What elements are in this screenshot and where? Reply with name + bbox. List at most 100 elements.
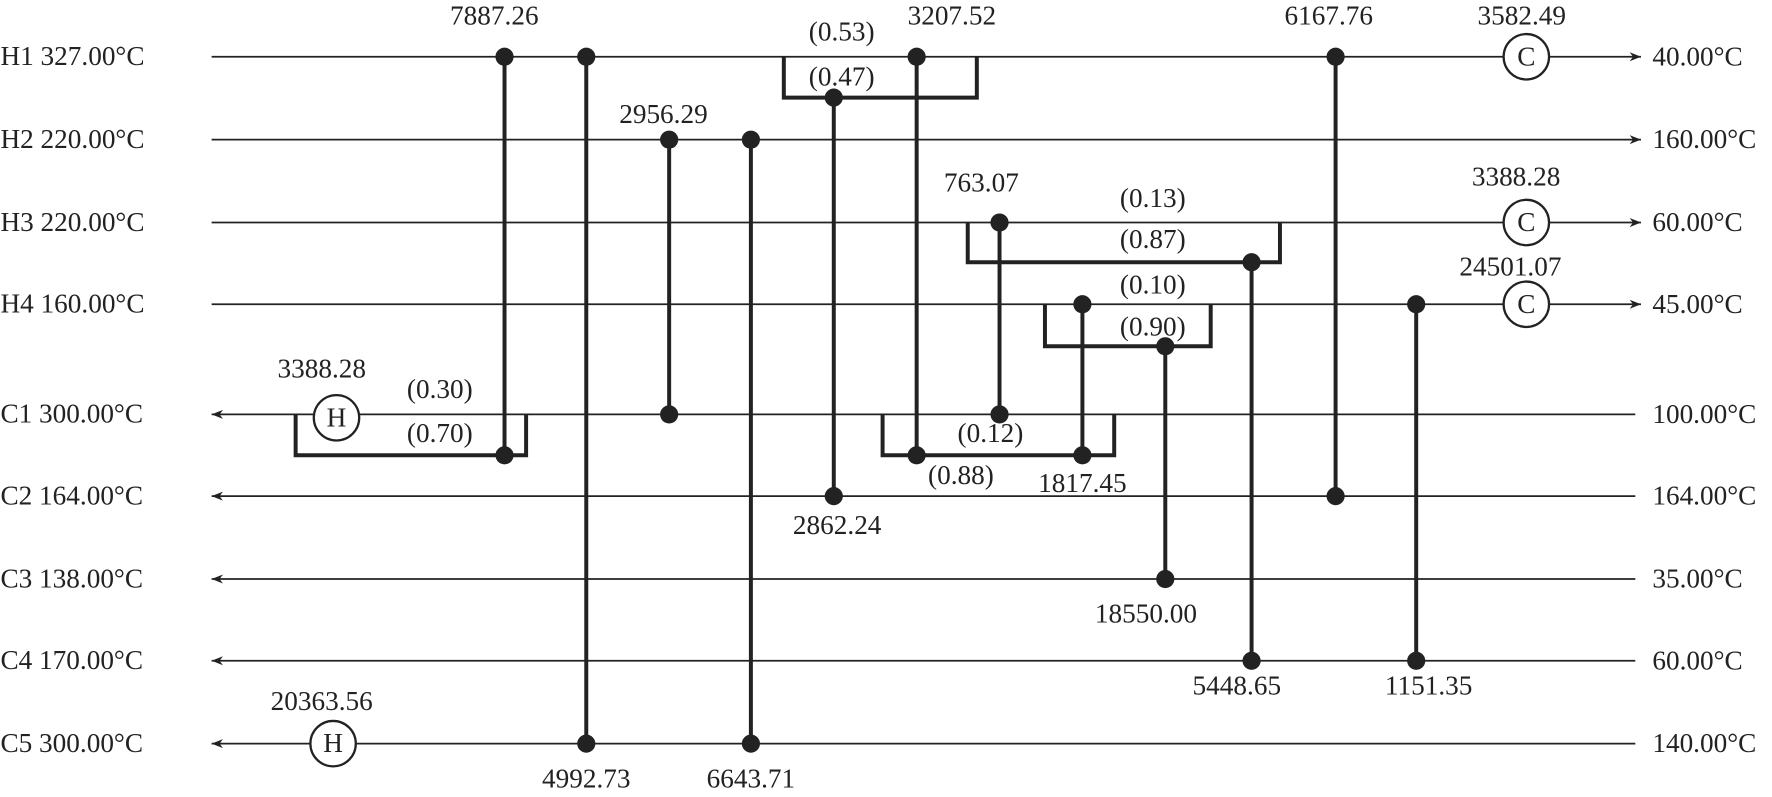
stream-outlet-temperature: 35.00°C [1652,564,1742,594]
utility-duty: 3388.28 [1472,162,1561,192]
exchanger-node [1156,337,1175,356]
exchanger-node [741,130,760,149]
heater [309,719,357,768]
utility-type: H [327,402,347,432]
exchanger-node [660,405,679,424]
exchanger-node [495,47,514,66]
exchanger-node [1242,253,1261,272]
stream-inlet-temperature: 160.00°C [41,289,145,319]
stream-name: C1 [0,399,32,429]
split-branch [293,414,529,458]
stream-outlet-temperature: 60.00°C [1652,207,1742,237]
exchanger-duty: 2956.29 [619,99,708,129]
exchanger-node [990,213,1009,232]
exchanger-duty: 1151.35 [1385,670,1473,700]
stream-outlet-temperature: 140.00°C [1652,728,1756,758]
split-fraction: (0.47) [809,62,875,92]
stream-name: H2 [0,124,33,154]
heater [312,393,361,442]
exchanger-node [577,47,596,66]
stream-inlet-temperature: 300.00°C [39,399,143,429]
stream-name: H3 [0,207,33,237]
exchanger-duty: 5448.65 [1193,670,1282,700]
exchanger-node [1407,651,1426,670]
split-fraction: (0.90) [1120,311,1186,341]
exchanger-node [1073,446,1092,465]
exchanger-node [824,487,843,506]
cooler [1502,32,1551,81]
stream-label: C4 170.00°C [0,645,143,675]
exchanger-node [1326,487,1345,506]
utility-duty: 3388.28 [277,354,366,384]
exchanger-duty: 6643.71 [707,763,796,793]
split-fraction: (0.88) [928,460,994,490]
split-fraction: (0.53) [809,16,875,46]
split-fraction: (0.10) [1120,269,1186,299]
exchanger-node [907,47,926,66]
exchanger-node [1073,295,1092,314]
stream-outlet-temperature: 40.00°C [1652,41,1742,71]
utility-type: C [1517,207,1535,237]
stream-label: C3 138.00°C [0,564,143,594]
stream-outlet-temperature: 60.00°C [1652,645,1742,675]
exchanger-node [1407,295,1426,314]
exchanger-node [741,734,760,753]
exchanger-node [1326,47,1345,66]
exchanger-duty: 7887.26 [450,0,539,30]
stream-outlet-temperature: 45.00°C [1652,289,1742,319]
stream-inlet-temperature: 220.00°C [41,207,145,237]
stream-inlet-temperature: 220.00°C [41,124,145,154]
stream-name: H4 [0,289,34,319]
exchanger-duty: 3207.52 [908,0,997,30]
exchanger-node [577,734,596,753]
exchanger-node [1242,651,1261,670]
split-fraction: (0.12) [958,418,1024,448]
exchanger-node [907,446,926,465]
split-fraction: (0.70) [407,418,473,448]
exchanger-duty: 2862.24 [793,510,882,540]
exchanger-node [1156,569,1175,589]
exchanger-duty: 18550.00 [1095,599,1197,629]
utility-type: C [1517,41,1535,71]
exchanger-duty: 4992.73 [542,763,631,793]
exchanger-node [824,88,843,107]
stream-label: C1 300.00°C [0,399,143,429]
split-branch [880,414,1117,458]
cooler [1502,198,1551,247]
utility-duty: 24501.07 [1459,251,1561,281]
utility-type: C [1517,289,1535,319]
stream-name: C5 [0,728,32,758]
stream-name: C2 [0,481,32,511]
stream-outlet-temperature: 100.00°C [1652,399,1756,429]
exchanger-duty: 1817.45 [1038,468,1127,498]
utility-type: H [323,728,343,758]
stream-label: H2 220.00°C [0,124,144,154]
split-branch [965,222,1282,265]
stream-label: C5 300.00°C [0,728,143,758]
exchanger-node [660,130,679,149]
stream-label: H3 220.00°C [0,207,144,237]
utility-duty: 20363.56 [271,686,373,716]
stream-outlet-temperature: 164.00°C [1652,481,1756,511]
stream-inlet-temperature: 327.00°C [41,41,145,71]
stream-name: C3 [0,564,32,594]
stream-label: H4 160.00°C [0,289,144,319]
stream-inlet-temperature: 138.00°C [39,564,143,594]
cooler [1502,280,1551,329]
exchanger-node [990,405,1009,424]
stream-label: H1 327.00°C [0,41,144,71]
split-branch [781,56,979,100]
exchanger-duty: 6167.76 [1285,0,1374,30]
split-fraction: (0.87) [1120,224,1186,254]
exchanger-node [495,446,514,465]
exchanger-duty: 763.07 [944,167,1019,197]
utility-duty: 3582.49 [1478,0,1567,30]
stream-outlet-temperature: 160.00°C [1652,124,1756,154]
stream-inlet-temperature: 164.00°C [39,481,143,511]
split-fraction: (0.30) [407,374,473,404]
split-branch [1042,304,1213,349]
stream-name: H1 [0,41,33,71]
stream-name: C4 [0,645,32,675]
